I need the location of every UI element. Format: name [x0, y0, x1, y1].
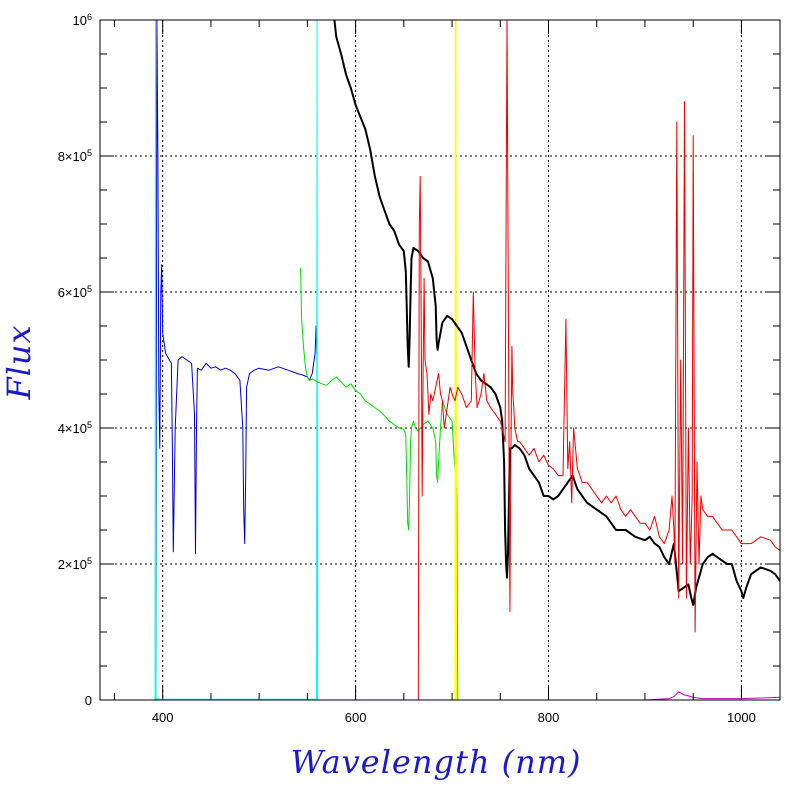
y-tick-label-base: 0 — [85, 693, 92, 708]
y-tick-label-base: 10 — [73, 13, 87, 28]
x-tick-label: 400 — [152, 710, 174, 725]
series-line-4 — [333, 20, 780, 606]
x-tick-label: 800 — [538, 710, 560, 725]
y-tick-label: 0 — [85, 693, 92, 708]
y-tick-label-exponent: 6 — [87, 12, 92, 22]
y-tick-label: 8×105 — [58, 148, 92, 164]
series-line-0 — [155, 20, 318, 700]
series-line-3 — [310, 20, 457, 700]
y-tick-label-base: 8×10 — [58, 149, 87, 164]
y-tick-label-exponent: 5 — [87, 148, 92, 158]
y-tick-label: 2×105 — [58, 556, 92, 572]
x-tick-label: 1000 — [727, 710, 756, 725]
y-tick-label-base: 2×10 — [58, 557, 87, 572]
y-tick-label-exponent: 5 — [87, 420, 92, 430]
series-line-2 — [300, 268, 459, 700]
y-tick-label: 4×105 — [58, 420, 92, 436]
x-axis-title: Wavelength (nm) — [290, 743, 581, 781]
y-axis-title: Flux — [0, 324, 38, 400]
plot-background — [100, 20, 780, 700]
series-line-1 — [154, 20, 318, 700]
y-tick-label: 106 — [73, 12, 92, 28]
y-tick-label-base: 6×10 — [58, 285, 87, 300]
y-tick-label-exponent: 5 — [87, 284, 92, 294]
series-layer — [154, 20, 780, 700]
x-tick-label: 600 — [345, 710, 367, 725]
plot-frame-group — [100, 20, 780, 700]
y-tick-label: 6×105 — [58, 284, 92, 300]
series-line-5 — [417, 20, 780, 700]
y-tick-label-exponent: 5 — [87, 556, 92, 566]
y-tick-label-base: 4×10 — [58, 421, 87, 436]
